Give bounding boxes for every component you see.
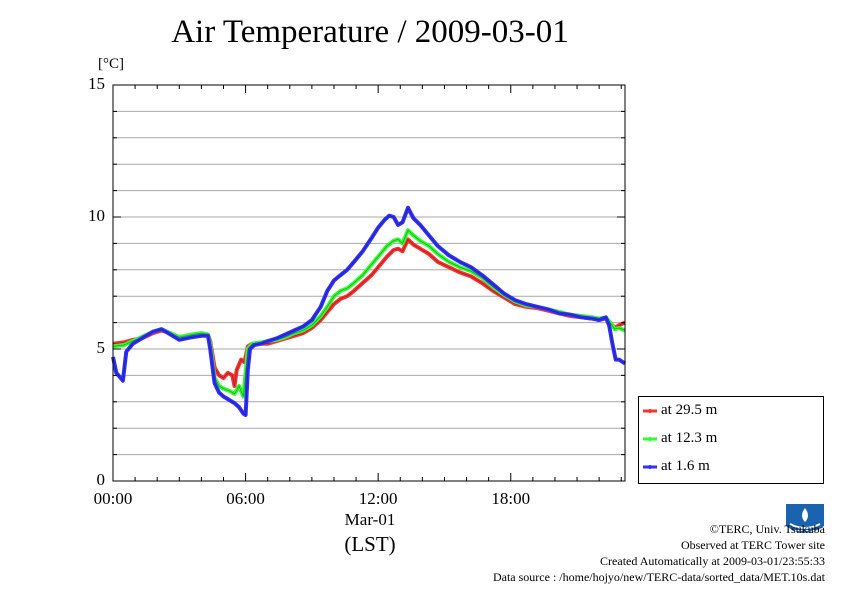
grid-layer bbox=[113, 110, 625, 456]
x-tick-label: 18:00 bbox=[491, 489, 531, 508]
y-tick-label: 0 bbox=[96, 470, 106, 489]
legend-swatch bbox=[643, 437, 657, 441]
legend-item: at 12.3 m bbox=[639, 429, 823, 449]
credit-copyright: ©TERC, Univ. Tsukuba bbox=[709, 522, 825, 536]
plot-frame bbox=[112, 84, 626, 482]
legend-item: at 29.5 m bbox=[639, 401, 823, 421]
x-axis-date-label: Mar-01 bbox=[344, 510, 396, 529]
x-axis-label: (LST) bbox=[344, 532, 396, 556]
credits: ©TERC, Univ. Tsukuba Observed at TERC To… bbox=[493, 521, 825, 585]
series-core-3 bbox=[112, 206, 626, 416]
x-tick-label: 12:00 bbox=[358, 489, 398, 508]
y-axis-unit: [°C] bbox=[98, 56, 124, 72]
legend-swatch bbox=[643, 409, 657, 413]
logo-text: TERC bbox=[794, 529, 816, 538]
x-tick-label: 06:00 bbox=[226, 489, 265, 508]
x-tick-label: 00:00 bbox=[93, 489, 133, 508]
y-tick-label: 15 bbox=[88, 74, 105, 93]
series-core-2 bbox=[112, 229, 626, 397]
legend-label: at 29.5 m bbox=[661, 402, 718, 418]
chart-title: Air Temperature / 2009-03-01 bbox=[171, 14, 569, 50]
credit-created: Created Automatically at 2009-03-01/23:5… bbox=[600, 554, 825, 568]
series-line-1 bbox=[112, 237, 626, 388]
terc-logo-icon: TERC bbox=[784, 502, 826, 545]
legend-swatch bbox=[643, 465, 657, 469]
series-layer bbox=[111, 205, 627, 417]
series-line-2 bbox=[112, 228, 626, 399]
credit-source: Data source : /home/hojyo/new/TERC-data/… bbox=[492, 570, 825, 584]
legend: at 29.5 m at 12.3 m at 1.6 m bbox=[638, 396, 824, 484]
y-tick-label: 5 bbox=[96, 338, 106, 357]
y-tick-label: 10 bbox=[88, 206, 105, 225]
legend-label: at 1.6 m bbox=[661, 458, 710, 474]
series-line-3 bbox=[111, 205, 627, 417]
tick-layer bbox=[112, 84, 625, 482]
legend-item: at 1.6 m bbox=[639, 457, 823, 477]
credit-observed: Observed at TERC Tower site bbox=[680, 538, 825, 552]
legend-label: at 12.3 m bbox=[661, 430, 718, 446]
